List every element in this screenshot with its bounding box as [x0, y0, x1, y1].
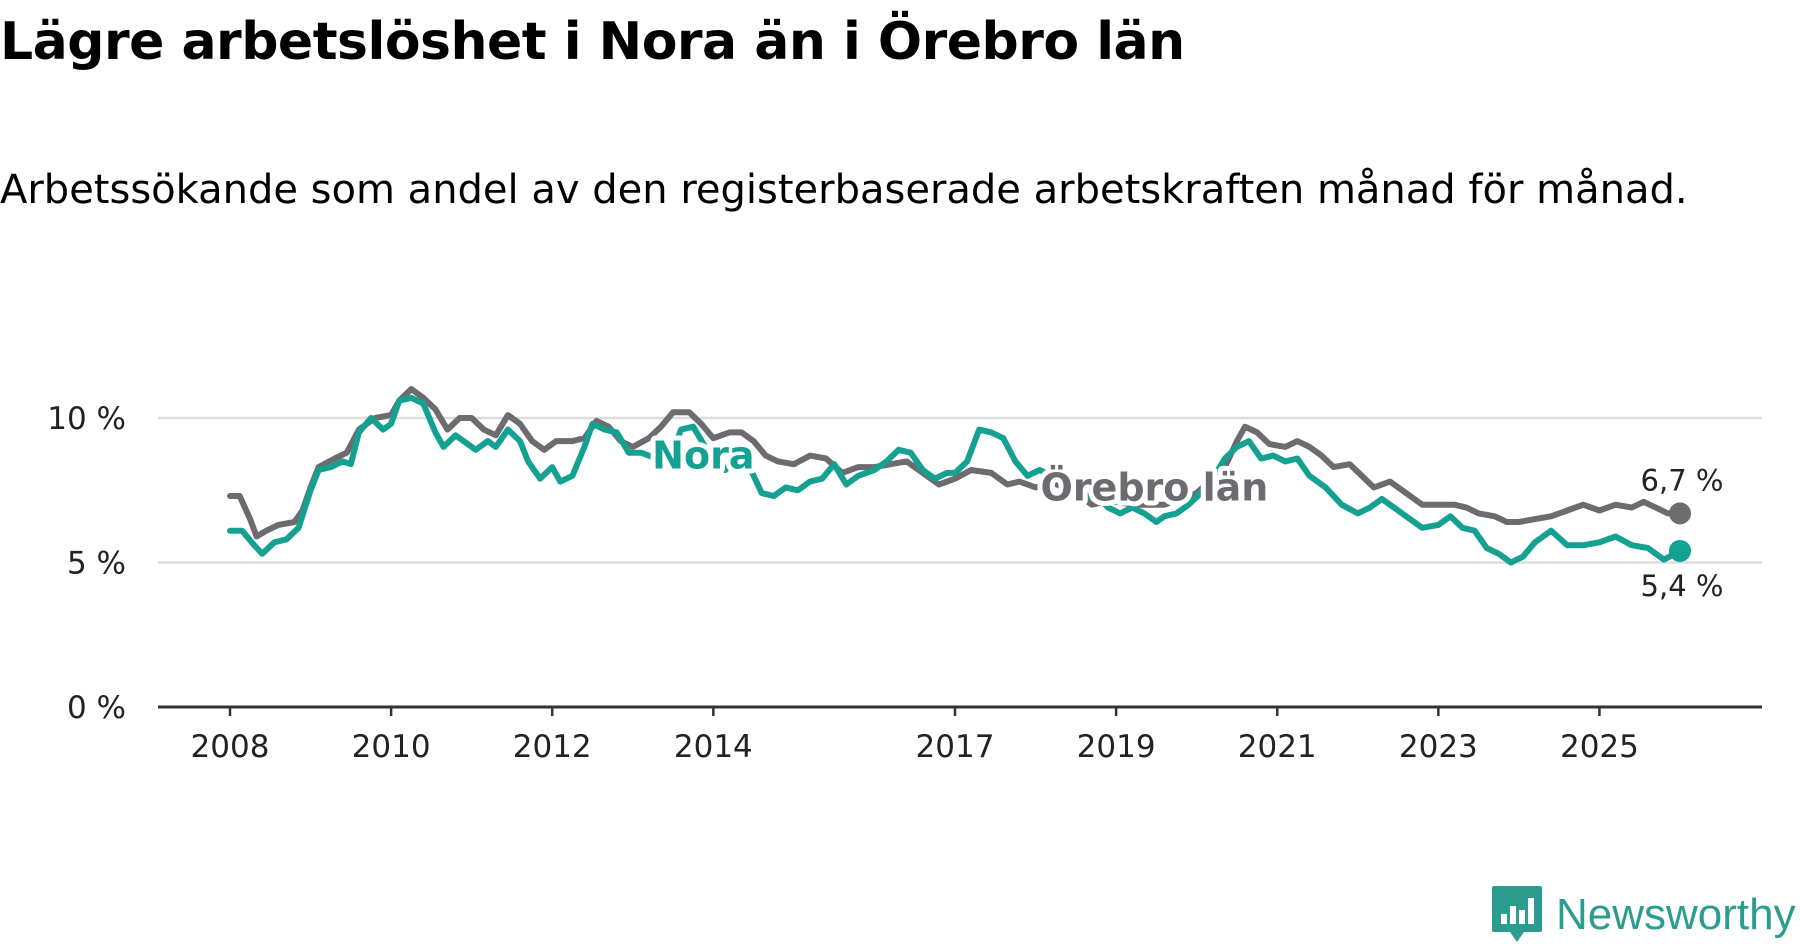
x-tick-label: 2025: [1560, 729, 1639, 765]
x-axis: 2008 2010 2012 2014 2017 2019 2021 2023 2025: [158, 705, 1762, 765]
series-label-nora: Nora: [652, 434, 754, 478]
brand-logo: Newsworthy: [1490, 880, 1796, 950]
x-tick-label: 2014: [674, 729, 753, 765]
x-tick-label: 2008: [191, 729, 270, 765]
y-tick-label: 10 %: [47, 401, 126, 437]
series: 6,7 % 5,4 %: [227, 386, 1727, 607]
brand-name: Newsworthy: [1556, 890, 1796, 939]
series-labels: Örebro län Nora: [647, 429, 1273, 515]
end-marker-orebro: [1669, 502, 1691, 525]
end-label-nora: 5,4 %: [1641, 569, 1724, 603]
x-tick-label: 2021: [1238, 729, 1317, 765]
x-tick-label: 2019: [1077, 729, 1156, 765]
y-tick-label: 5 %: [67, 546, 126, 582]
y-axis: 0 % 5 % 10 %: [47, 401, 126, 726]
newsworthy-logo-icon: [1492, 886, 1542, 942]
series-label-orebro: Örebro län: [1041, 465, 1269, 509]
chart-title: Lägre arbetslöshet i Nora än i Örebro lä…: [0, 12, 1185, 72]
x-tick-label: 2017: [916, 729, 995, 765]
y-tick-label: 0 %: [67, 690, 126, 726]
end-label-orebro: 6,7 %: [1641, 463, 1724, 497]
x-tick-label: 2023: [1399, 729, 1478, 765]
x-tick-label: 2012: [513, 729, 592, 765]
chart-subtitle: Arbetssökande som andel av den registerb…: [0, 167, 1688, 213]
end-marker-nora: [1669, 539, 1691, 562]
x-tick-label: 2010: [352, 729, 431, 765]
series-line-nora: [227, 394, 1683, 566]
series-line-orebro: [227, 386, 1683, 540]
gridlines: [158, 416, 1762, 564]
